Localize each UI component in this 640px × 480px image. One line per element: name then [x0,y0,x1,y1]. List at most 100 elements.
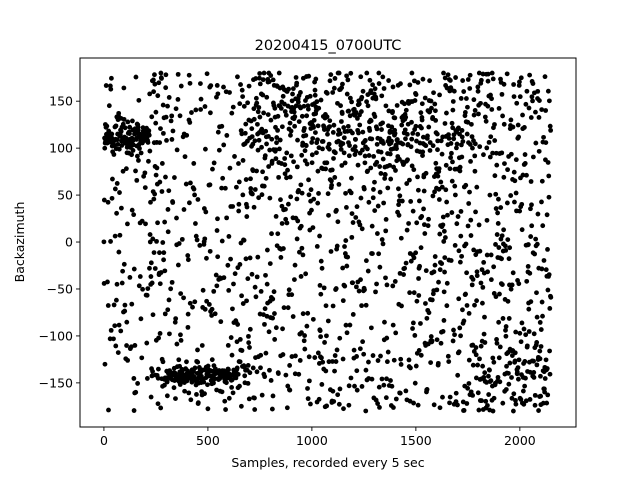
data-point [329,167,335,173]
data-point [198,96,204,102]
data-point [409,70,415,76]
data-point [415,131,421,137]
data-point [274,135,280,140]
data-point [475,88,481,94]
data-point [313,130,318,136]
data-point [465,119,471,125]
data-point [173,106,179,112]
data-point [500,113,505,119]
data-point [163,174,168,180]
data-point [529,202,534,208]
data-point [460,307,465,313]
data-point [339,119,344,124]
data-point [151,89,157,95]
data-point [432,254,438,259]
data-point [497,379,503,385]
data-point [198,107,204,112]
data-point [110,176,115,182]
data-point [364,99,369,105]
data-point [386,108,392,114]
data-point [305,310,311,316]
data-point [369,223,375,229]
data-point [444,110,449,116]
data-point [499,150,505,156]
data-point [447,394,453,400]
data-point [476,111,481,117]
data-point [466,201,472,206]
data-point [305,396,311,402]
data-point [350,312,356,317]
data-point [474,273,480,279]
data-point [512,178,518,184]
data-point [375,203,381,209]
data-point [174,215,179,221]
data-point [122,302,128,308]
data-point [255,254,261,260]
data-point [207,248,213,254]
scatter-points [101,70,554,414]
data-point [431,90,436,96]
data-point [493,206,499,211]
data-point [278,255,284,260]
data-point [245,381,251,386]
data-point [422,95,428,101]
data-point [419,214,425,219]
data-point [332,150,338,156]
data-point [526,306,532,312]
data-point [340,81,345,87]
data-point [301,103,307,109]
data-point [547,371,553,377]
data-point [323,303,329,309]
data-point [447,166,453,172]
data-point [282,156,288,161]
data-point [299,190,305,196]
data-point [283,112,289,118]
data-point [164,393,170,399]
data-point [178,291,184,296]
data-point [109,131,115,137]
data-point [327,118,333,124]
data-point [154,238,159,244]
data-point [360,147,365,153]
data-point [170,200,176,205]
data-point [135,153,140,159]
data-point [272,311,277,316]
data-point [490,76,496,82]
data-point [482,314,487,320]
data-point [315,123,321,129]
data-point [248,176,253,182]
data-point [419,101,425,107]
data-point [529,94,535,100]
data-point [226,234,232,239]
data-point [508,286,514,292]
data-point [439,184,445,190]
data-point [407,177,412,183]
data-point [415,187,421,193]
data-point [389,383,395,389]
data-point [421,206,426,212]
data-point [539,178,545,184]
data-point [359,384,365,389]
data-point [516,83,522,88]
data-point [254,274,260,280]
data-point [105,199,111,205]
data-point [446,359,452,364]
data-point [214,228,220,233]
data-point [463,182,469,188]
data-point [422,231,428,236]
data-point [454,145,459,151]
data-point [344,204,349,210]
data-point [116,110,122,116]
data-point [472,108,478,113]
data-point [294,80,300,86]
data-point [383,275,388,281]
data-point [318,258,324,264]
data-point [412,98,418,103]
data-point [482,114,488,120]
data-point [414,220,420,226]
data-point [404,131,410,137]
data-point [146,132,152,138]
data-point [383,395,389,401]
data-point [166,95,172,100]
data-point [261,110,267,116]
